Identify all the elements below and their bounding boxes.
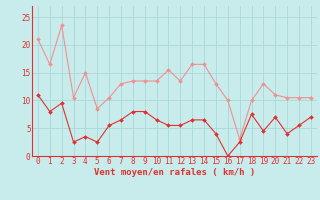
X-axis label: Vent moyen/en rafales ( km/h ): Vent moyen/en rafales ( km/h ) — [94, 168, 255, 177]
